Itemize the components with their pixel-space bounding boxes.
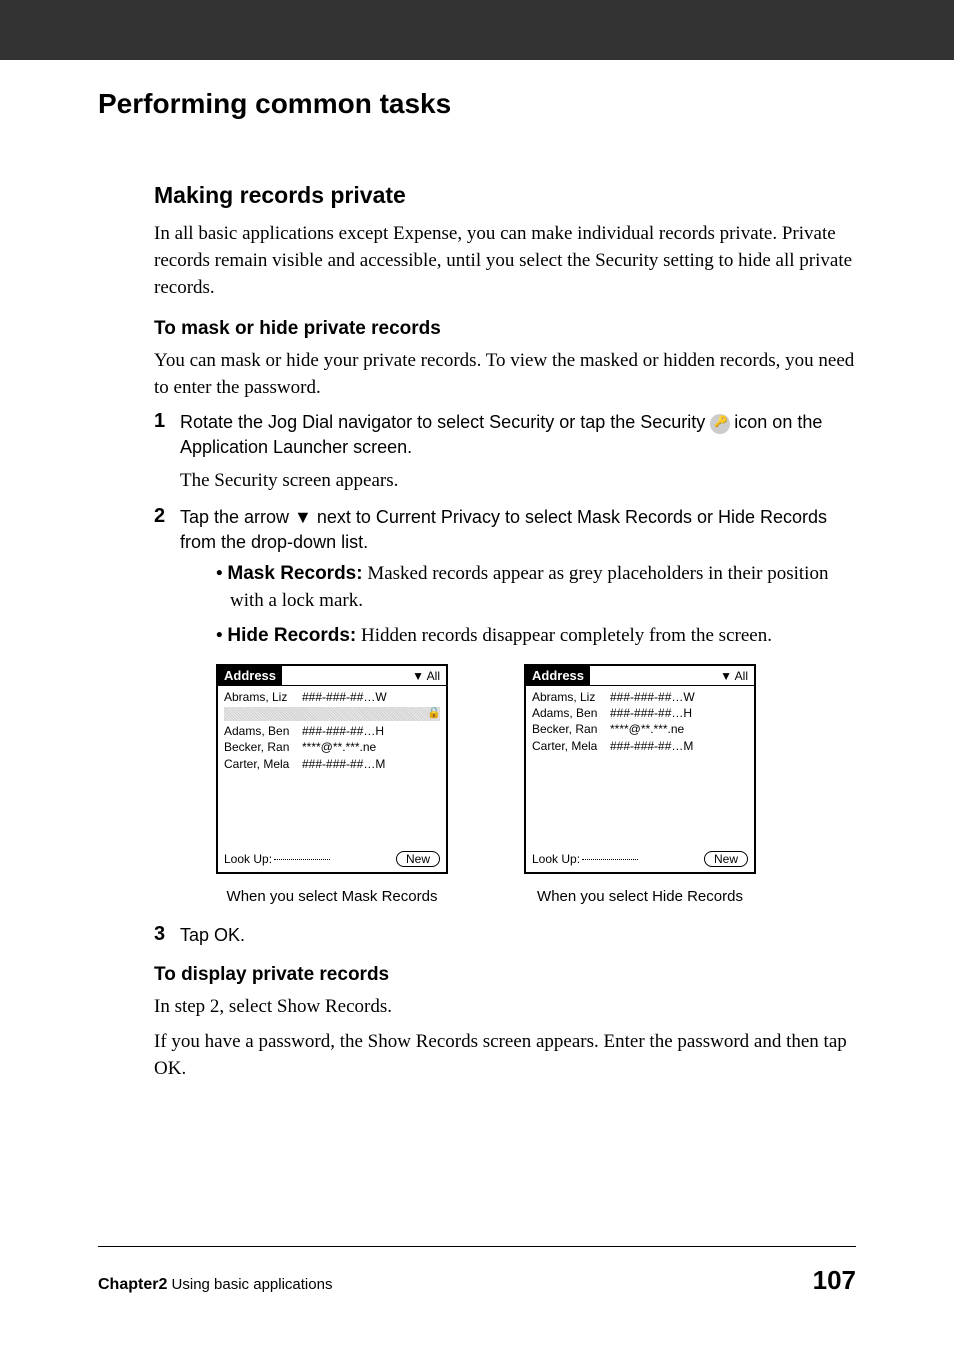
palm-val-4m: ###-###-##…M xyxy=(302,756,440,772)
page-footer: Chapter2 Using basic applications 107 xyxy=(98,1246,856,1296)
display-p2: If you have a password, the Show Records… xyxy=(154,1029,856,1083)
palm-name-1m: Abrams, Liz xyxy=(224,689,302,705)
palm-val-2h: ###-###-##…H xyxy=(610,705,748,721)
palm-row-1m[interactable]: Abrams, Liz ###-###-##…W xyxy=(224,689,440,705)
screen-hide-col: Address ▼ All Abrams, Liz ###-###-##…W xyxy=(524,664,756,905)
intro-paragraph: In all basic applications except Expense… xyxy=(154,221,856,302)
screens-row: Address ▼ All Abrams, Liz ###-###-##…W xyxy=(216,664,854,905)
making-records-private-heading: Making records private xyxy=(154,182,856,209)
palm-row-1h[interactable]: Abrams, Liz ###-###-##…W xyxy=(532,689,748,705)
new-button-h[interactable]: New xyxy=(704,851,748,867)
page-content: Performing common tasks Making records p… xyxy=(0,60,954,1083)
palm-name-3m: Becker, Ran xyxy=(224,739,302,755)
palm-name-2m: Adams, Ben xyxy=(224,723,302,739)
page-number: 107 xyxy=(813,1265,856,1296)
palm-title-mask: Address xyxy=(218,666,282,685)
palm-list-hide: Abrams, Liz ###-###-##…W Adams, Ben ###-… xyxy=(526,686,754,848)
bullet-hide-records: Hide Records: Hidden records disappear c… xyxy=(216,623,854,650)
display-p1: In step 2, select Show Records. xyxy=(154,994,856,1021)
palm-val-4h: ###-###-##…M xyxy=(610,738,748,754)
to-mask-or-hide-heading: To mask or hide private records xyxy=(154,318,856,340)
step-1-body: Rotate the Jog Dial navigator to select … xyxy=(180,410,854,495)
palm-name-2h: Adams, Ben xyxy=(532,705,610,721)
footer-rule xyxy=(98,1246,856,1247)
step-2-number: 2 xyxy=(154,505,176,528)
bullet-mask-records: Mask Records: Masked records appear as g… xyxy=(216,561,854,615)
palm-footer-hide: Look Up: New xyxy=(526,848,754,872)
step-3-text: Tap OK. xyxy=(180,925,245,945)
palm-masked-row[interactable]: 🔒 xyxy=(224,707,440,721)
caption-hide: When you select Hide Records xyxy=(537,888,743,905)
palm-titlebar-hide: Address ▼ All xyxy=(526,666,754,686)
subsection: Making records private In all basic appl… xyxy=(154,182,856,1083)
section-title: Performing common tasks xyxy=(98,88,856,120)
footer-row: Chapter2 Using basic applications 107 xyxy=(98,1265,856,1296)
to-display-private-heading: To display private records xyxy=(154,964,856,986)
palm-row-2h[interactable]: Adams, Ben ###-###-##…H xyxy=(532,705,748,721)
palm-name-1h: Abrams, Liz xyxy=(532,689,610,705)
bullet-2-label: Hide Records: xyxy=(227,625,356,646)
palm-row-3h[interactable]: Becker, Ran ****@**.***.ne xyxy=(532,721,748,737)
palm-row-2m[interactable]: Adams, Ben ###-###-##…H xyxy=(224,723,440,739)
palm-screen-mask: Address ▼ All Abrams, Liz ###-###-##…W xyxy=(216,664,448,874)
step-3: 3 Tap OK. xyxy=(154,923,856,948)
security-icon xyxy=(710,414,730,434)
palm-filter-mask[interactable]: ▼ All xyxy=(412,669,446,683)
palm-val-3h: ****@**.***.ne xyxy=(610,721,748,737)
palm-name-3h: Becker, Ran xyxy=(532,721,610,737)
bullet-list: Mask Records: Masked records appear as g… xyxy=(216,561,854,650)
step-list: 1 Rotate the Jog Dial navigator to selec… xyxy=(154,410,856,948)
lookup-input-m[interactable] xyxy=(274,859,330,860)
step-2-text: Tap the arrow ▼ next to Current Privacy … xyxy=(180,507,827,552)
lock-icon: 🔒 xyxy=(427,706,441,721)
lookup-label-m: Look Up: xyxy=(224,852,272,866)
palm-val-1m: ###-###-##…W xyxy=(302,689,440,705)
palm-val-1h: ###-###-##…W xyxy=(610,689,748,705)
step-2: 2 Tap the arrow ▼ next to Current Privac… xyxy=(154,505,856,905)
palm-name-4h: Carter, Mela xyxy=(532,738,610,754)
palm-row-4h[interactable]: Carter, Mela ###-###-##…M xyxy=(532,738,748,754)
chapter-label: Chapter2 xyxy=(98,1276,167,1293)
palm-footer-mask: Look Up: New xyxy=(218,848,446,872)
chapter-text: Using basic applications xyxy=(167,1276,332,1293)
palm-val-3m: ****@**.***.ne xyxy=(302,739,440,755)
step-3-body: Tap OK. xyxy=(180,923,854,948)
mask-hide-intro: You can mask or hide your private record… xyxy=(154,348,856,402)
step-1-number: 1 xyxy=(154,410,176,433)
bullet-1-label: Mask Records: xyxy=(227,563,362,584)
palm-val-2m: ###-###-##…H xyxy=(302,723,440,739)
bullet-2-text: Hidden records disappear completely from… xyxy=(356,625,772,646)
step-1-text-a: Rotate the Jog Dial navigator to select … xyxy=(180,412,710,432)
screen-mask-col: Address ▼ All Abrams, Liz ###-###-##…W xyxy=(216,664,448,905)
palm-row-4m[interactable]: Carter, Mela ###-###-##…M xyxy=(224,756,440,772)
palm-list-mask: Abrams, Liz ###-###-##…W 🔒 Adams, Ben ##… xyxy=(218,686,446,848)
caption-mask: When you select Mask Records xyxy=(227,888,438,905)
step-2-body: Tap the arrow ▼ next to Current Privacy … xyxy=(180,505,854,905)
palm-name-4m: Carter, Mela xyxy=(224,756,302,772)
palm-filter-hide[interactable]: ▼ All xyxy=(720,669,754,683)
palm-title-hide: Address xyxy=(526,666,590,685)
new-button-m[interactable]: New xyxy=(396,851,440,867)
lookup-label-h: Look Up: xyxy=(532,852,580,866)
palm-screen-hide: Address ▼ All Abrams, Liz ###-###-##…W xyxy=(524,664,756,874)
step-1: 1 Rotate the Jog Dial navigator to selec… xyxy=(154,410,856,495)
lookup-input-h[interactable] xyxy=(582,859,638,860)
palm-titlebar-mask: Address ▼ All xyxy=(218,666,446,686)
footer-left: Chapter2 Using basic applications xyxy=(98,1276,332,1294)
palm-row-3m[interactable]: Becker, Ran ****@**.***.ne xyxy=(224,739,440,755)
header-bar xyxy=(0,0,954,60)
step-3-number: 3 xyxy=(154,923,176,946)
step-1-result: The Security screen appears. xyxy=(180,468,854,495)
